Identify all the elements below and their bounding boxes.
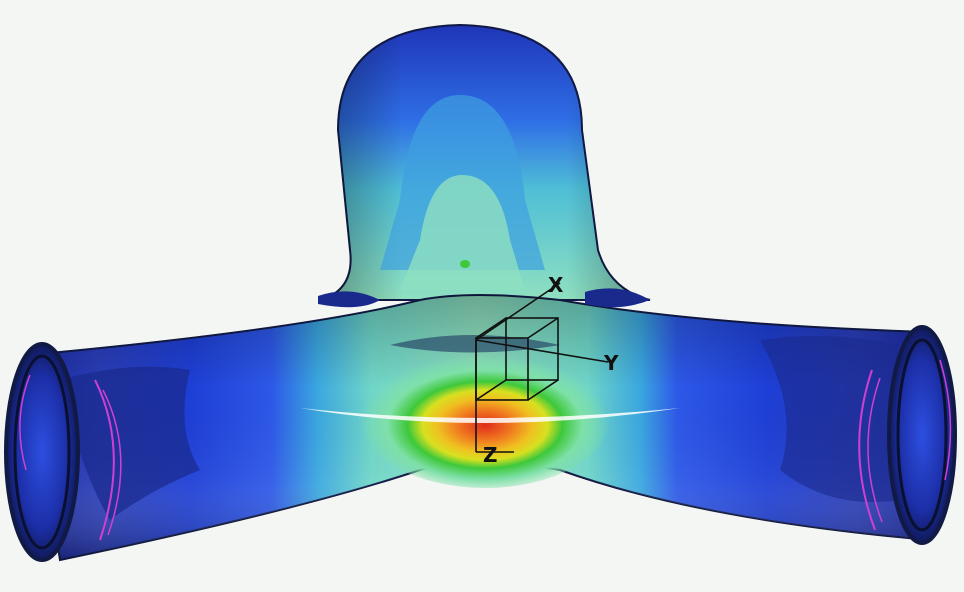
right-pipe-end[interactable] (858, 325, 957, 545)
branch-pipe[interactable] (319, 23, 651, 301)
axis-label-z: Z (483, 443, 498, 467)
axis-label-x: X (548, 273, 564, 297)
main-pipe[interactable] (26, 288, 931, 562)
coordinate-triad-icon (475, 282, 609, 453)
left-pipe-end[interactable] (4, 342, 122, 562)
axis-label-y: Y (603, 351, 619, 375)
